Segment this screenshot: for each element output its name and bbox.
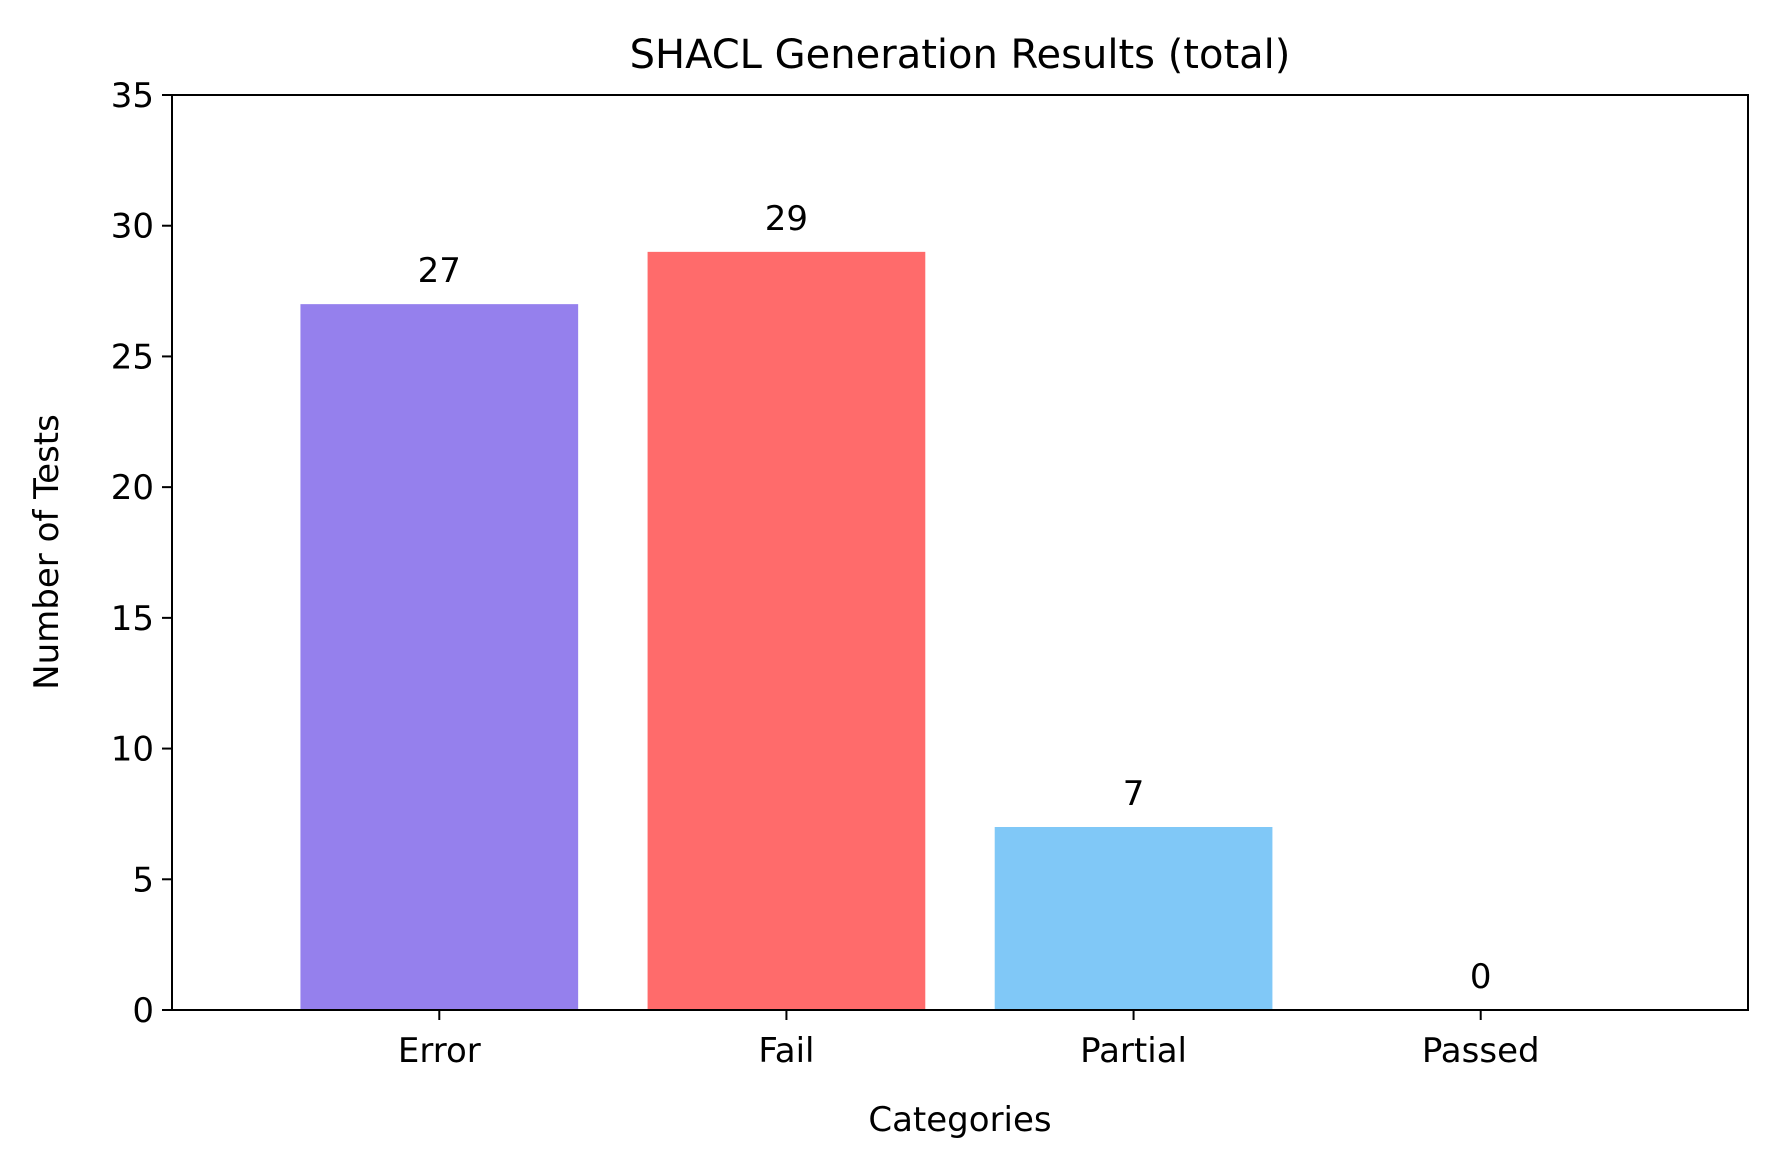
bar-fail <box>647 251 926 1010</box>
chart-title: SHACL Generation Results (total) <box>630 32 1291 78</box>
plot-frame <box>171 94 1749 1011</box>
y-tick-label: 15 <box>111 599 154 639</box>
y-tick-label: 25 <box>111 337 154 377</box>
bar-partial <box>994 827 1273 1010</box>
y-tick-label: 10 <box>111 730 154 770</box>
y-axis-ticks: 0 5 10 15 20 25 30 35 <box>111 76 172 1031</box>
data-label-fail: 29 <box>765 199 808 239</box>
x-tick-label-partial: Partial <box>1080 1031 1187 1071</box>
data-labels-group: 27 29 7 0 <box>418 199 1492 997</box>
y-tick-label: 0 <box>132 991 154 1031</box>
x-tick-label-error: Error <box>398 1031 481 1071</box>
data-label-passed: 0 <box>1470 957 1492 997</box>
x-tick-label-fail: Fail <box>758 1031 814 1071</box>
x-axis-ticks: Error Fail Partial Passed <box>398 1010 1540 1071</box>
bars-group <box>300 251 1273 1011</box>
y-tick-label: 5 <box>132 860 154 900</box>
data-label-partial: 7 <box>1123 774 1145 814</box>
y-axis-label: Number of Tests <box>27 414 67 690</box>
y-tick-label: 30 <box>111 207 154 247</box>
y-tick-label: 35 <box>111 76 154 116</box>
x-axis-label: Categories <box>868 1100 1051 1140</box>
x-tick-label-passed: Passed <box>1422 1031 1540 1071</box>
y-tick-label: 20 <box>111 468 154 508</box>
data-label-error: 27 <box>418 251 461 291</box>
bar-error <box>300 304 579 1011</box>
